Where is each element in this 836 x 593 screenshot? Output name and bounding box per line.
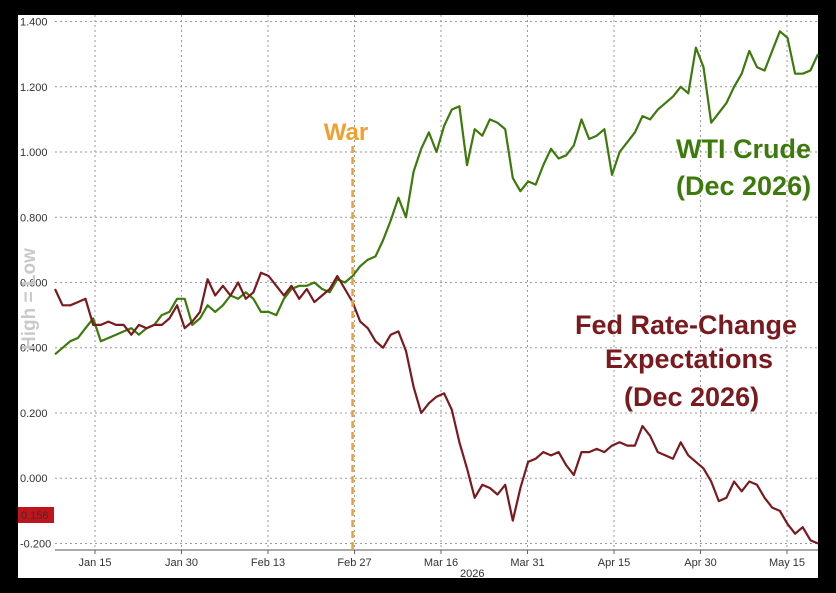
gridlines [55, 15, 818, 554]
fed-annotation-line2: Expectations [605, 344, 773, 374]
wti-annotation-line2: (Dec 2026) [676, 171, 811, 201]
plot-background [18, 15, 818, 578]
y-tick-label: 1.400 [20, 17, 48, 29]
x-tick-label: May 15 [769, 557, 805, 569]
fed-annotation-line3: (Dec 2026) [624, 382, 759, 412]
y-tick-label: 1.200 [20, 82, 48, 94]
fed-rate-line [54, 271, 819, 545]
wti-crude-line [54, 30, 819, 356]
x-tick-label: Apr 30 [684, 557, 716, 569]
y-tick-label: 0.600 [20, 278, 48, 290]
x-year-label: 2026 [460, 568, 484, 580]
y-axis-label: High = Low [19, 248, 40, 350]
y-tick-label: 0.000 [20, 473, 48, 485]
fed-annotation-line1: Fed Rate-Change [575, 310, 797, 340]
current-value-label: 0.156 [21, 510, 49, 522]
wti-annotation-line1: WTI Crude [676, 134, 811, 164]
series-lines [54, 30, 819, 545]
x-tick-label: Apr 15 [598, 557, 630, 569]
y-tick-label: 0.800 [20, 212, 48, 224]
y-tick-label: -0.200 [20, 538, 51, 550]
y-tick-label: 0.200 [20, 408, 48, 420]
x-tick-label: Feb 27 [337, 557, 371, 569]
current-value-tag [18, 507, 54, 523]
x-tick-label: Mar 16 [424, 557, 458, 569]
x-tick-label: Feb 13 [251, 557, 285, 569]
y-tick-label: 0.400 [20, 343, 48, 355]
y-tick-label: 1.000 [20, 147, 48, 159]
x-tick-label: Jan 30 [165, 557, 198, 569]
x-axis-ticks: Jan 15 Jan 30 Feb 13 Feb 27 Mar 16 Mar 31 Apr … [78, 557, 805, 569]
y-axis-ticks: 1.400 1.200 1.000 0.800 0.600 0.400 0.200 0.000… [20, 17, 51, 551]
x-tick-label: Mar 31 [510, 557, 544, 569]
x-tick-label: Jan 15 [78, 557, 111, 569]
war-marker-label: War [324, 119, 368, 146]
